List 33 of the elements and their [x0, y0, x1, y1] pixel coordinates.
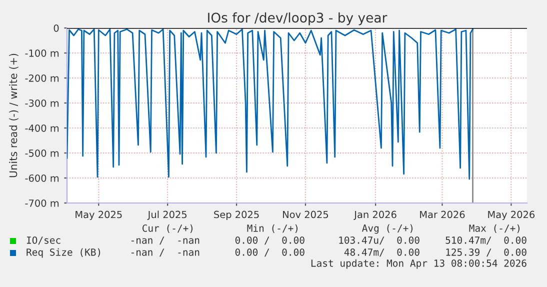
- x-tick-label: Jan 2026: [354, 210, 396, 220]
- text: -nan / -nan: [131, 236, 200, 245]
- text: Min (-/+): [247, 224, 298, 233]
- y-tick-label: -700 m: [25, 199, 59, 207]
- y-tick-label: -300 m: [25, 99, 59, 107]
- text: Avg (-/+): [362, 224, 413, 234]
- y-tick-label: -500 m: [25, 149, 59, 157]
- text: 0.00 / 0.00: [235, 248, 304, 257]
- text: 510.47m/ 0.00: [446, 236, 526, 245]
- y-tick-label: 0: [54, 24, 59, 32]
- y-axis-title: Units read (-) / write (+): [9, 54, 18, 178]
- y-tick-label: -400 m: [25, 124, 59, 132]
- y-tick-label: -200 m: [25, 74, 59, 82]
- chart-title: IOs for /dev/loop3 - by year: [208, 12, 388, 26]
- y-tick-label: -100 m: [25, 49, 59, 57]
- x-tick-label: Nov 2025: [283, 210, 328, 218]
- text: 103.47u/ 0.00: [339, 236, 420, 245]
- x-tick-label: May 2026: [488, 210, 535, 220]
- legend-label: IO/sec: [26, 236, 60, 245]
- text: Last update: Mon Apr 13 08:00:54 2026: [311, 259, 526, 269]
- text: 48.47m/ 0.00: [344, 248, 420, 257]
- x-tick-label: May 2025: [76, 210, 122, 220]
- x-tick-label: Jul 2025: [147, 210, 187, 220]
- legend-label: Req Size (KB): [26, 248, 100, 258]
- text: -nan / -nan: [131, 248, 200, 257]
- text: Max (-/+): [469, 224, 520, 233]
- text: 125.39 / 0.00: [446, 248, 526, 257]
- line-series: [67, 28, 474, 180]
- text: 0.00 / 0.00: [235, 236, 304, 245]
- x-tick-label: Sep 2025: [214, 210, 259, 220]
- text: Cur (-/+): [142, 224, 193, 233]
- x-tick-label: Mar 2026: [420, 210, 465, 218]
- y-tick-label: -600 m: [25, 174, 59, 182]
